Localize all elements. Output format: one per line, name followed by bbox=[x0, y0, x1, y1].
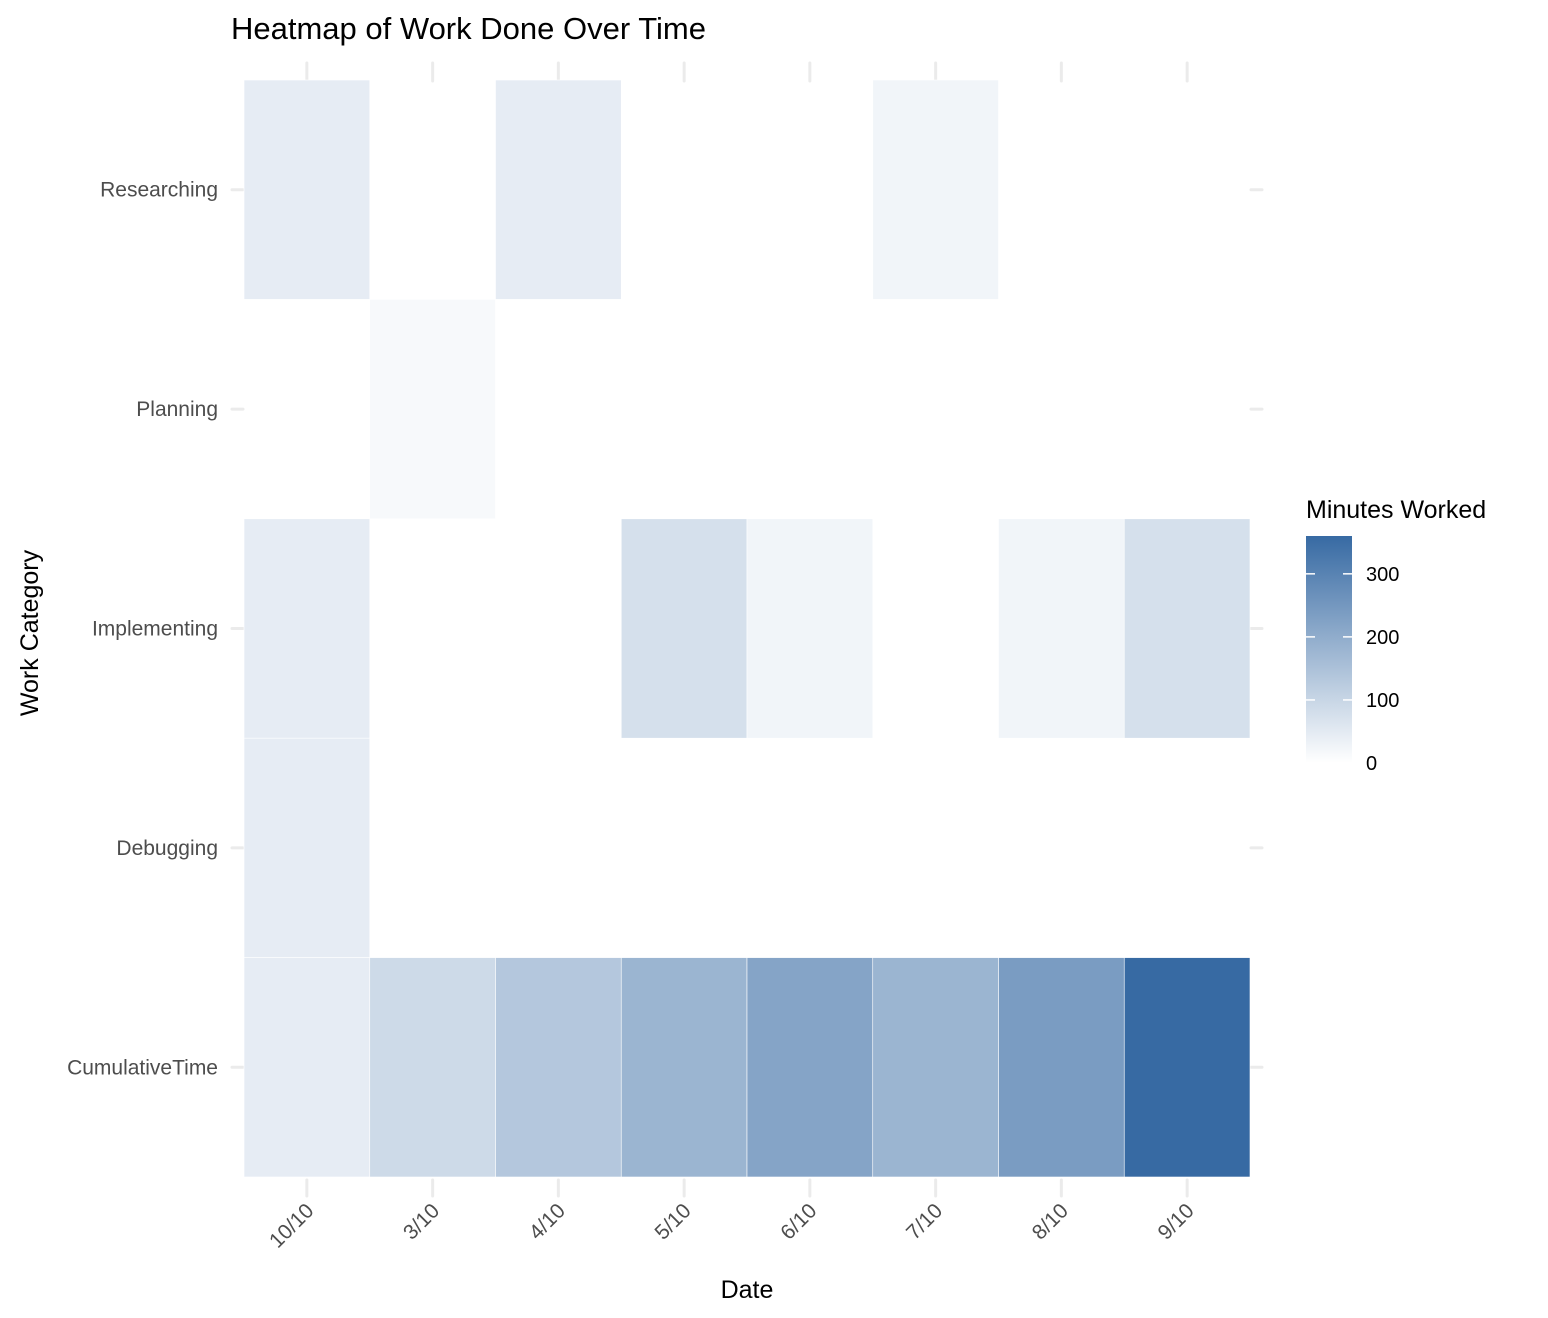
x-axis-ticks: 10/10 3/10 4/10 5/10 6/10 7/10 8/10 9/10 bbox=[265, 1199, 1199, 1252]
heatmap-cell bbox=[998, 957, 1125, 1178]
legend-tick-label: 200 bbox=[1366, 627, 1399, 649]
y-tick-label: Implementing bbox=[92, 618, 218, 641]
legend-tick-label: 300 bbox=[1366, 564, 1399, 586]
heatmap-cell bbox=[243, 518, 371, 739]
heatmap-cell bbox=[998, 518, 1125, 739]
x-tick-label: 9/10 bbox=[1153, 1199, 1198, 1244]
heatmap-cell bbox=[872, 957, 999, 1178]
heatmap-cell bbox=[620, 518, 748, 739]
x-tick-label: 4/10 bbox=[525, 1199, 570, 1244]
heatmap-cell bbox=[243, 79, 371, 300]
heatmap-cell bbox=[495, 957, 622, 1178]
heatmap-cell bbox=[1123, 518, 1251, 739]
heatmap-cell bbox=[1123, 957, 1251, 1178]
color-legend: Minutes Worked 0 100 200 300 bbox=[1306, 496, 1486, 775]
x-axis-title: Date bbox=[721, 1276, 774, 1304]
legend-ticks: 0 100 200 300 bbox=[1306, 564, 1399, 775]
heatmap-cell bbox=[243, 957, 371, 1178]
legend-tick-label: 100 bbox=[1366, 690, 1399, 712]
heatmap-cell bbox=[369, 957, 496, 1178]
x-tick-label: 6/10 bbox=[776, 1199, 821, 1244]
y-tick-label: Debugging bbox=[116, 837, 218, 860]
y-axis-title: Work Category bbox=[16, 549, 44, 716]
heatmap-cell bbox=[746, 957, 874, 1178]
y-tick-label: Planning bbox=[136, 398, 218, 421]
heatmap-cell bbox=[369, 299, 496, 520]
x-tick-label: 5/10 bbox=[650, 1199, 695, 1244]
chart-title: Heatmap of Work Done Over Time bbox=[231, 11, 706, 46]
x-tick-label: 10/10 bbox=[265, 1199, 318, 1252]
y-axis-ticks: Researching Planning Implementing Debugging… bbox=[67, 179, 218, 1080]
heatmap-cell bbox=[495, 79, 622, 300]
x-tick-label: 7/10 bbox=[902, 1199, 947, 1244]
heatmap-cell bbox=[243, 737, 371, 958]
heatmap-cell bbox=[620, 957, 748, 1178]
x-tick-label: 3/10 bbox=[399, 1199, 444, 1244]
y-tick-label: Researching bbox=[100, 179, 218, 202]
legend-title: Minutes Worked bbox=[1306, 496, 1486, 524]
heatmap-cells bbox=[243, 79, 1251, 1178]
legend-colorbar bbox=[1306, 536, 1352, 763]
y-tick-label: CumulativeTime bbox=[67, 1056, 218, 1079]
grid-ticks bbox=[230, 61, 1264, 1198]
x-tick-label: 8/10 bbox=[1028, 1199, 1073, 1244]
heatmap-cell bbox=[872, 79, 999, 300]
legend-tick-label: 0 bbox=[1366, 753, 1377, 775]
heatmap-cell bbox=[746, 518, 874, 739]
